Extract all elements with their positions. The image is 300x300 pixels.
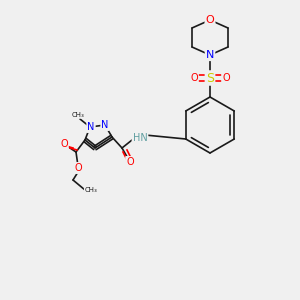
- Text: CH₃: CH₃: [72, 112, 84, 118]
- Text: O: O: [190, 73, 198, 83]
- Text: CH₃: CH₃: [85, 187, 98, 193]
- Text: N: N: [87, 122, 95, 132]
- Text: N: N: [101, 120, 109, 130]
- Text: N: N: [206, 50, 214, 60]
- Text: O: O: [60, 139, 68, 149]
- Text: O: O: [126, 157, 134, 167]
- Text: O: O: [206, 15, 214, 25]
- Text: O: O: [74, 163, 82, 173]
- Text: O: O: [222, 73, 230, 83]
- Text: HN: HN: [133, 133, 147, 143]
- Text: S: S: [206, 71, 214, 85]
